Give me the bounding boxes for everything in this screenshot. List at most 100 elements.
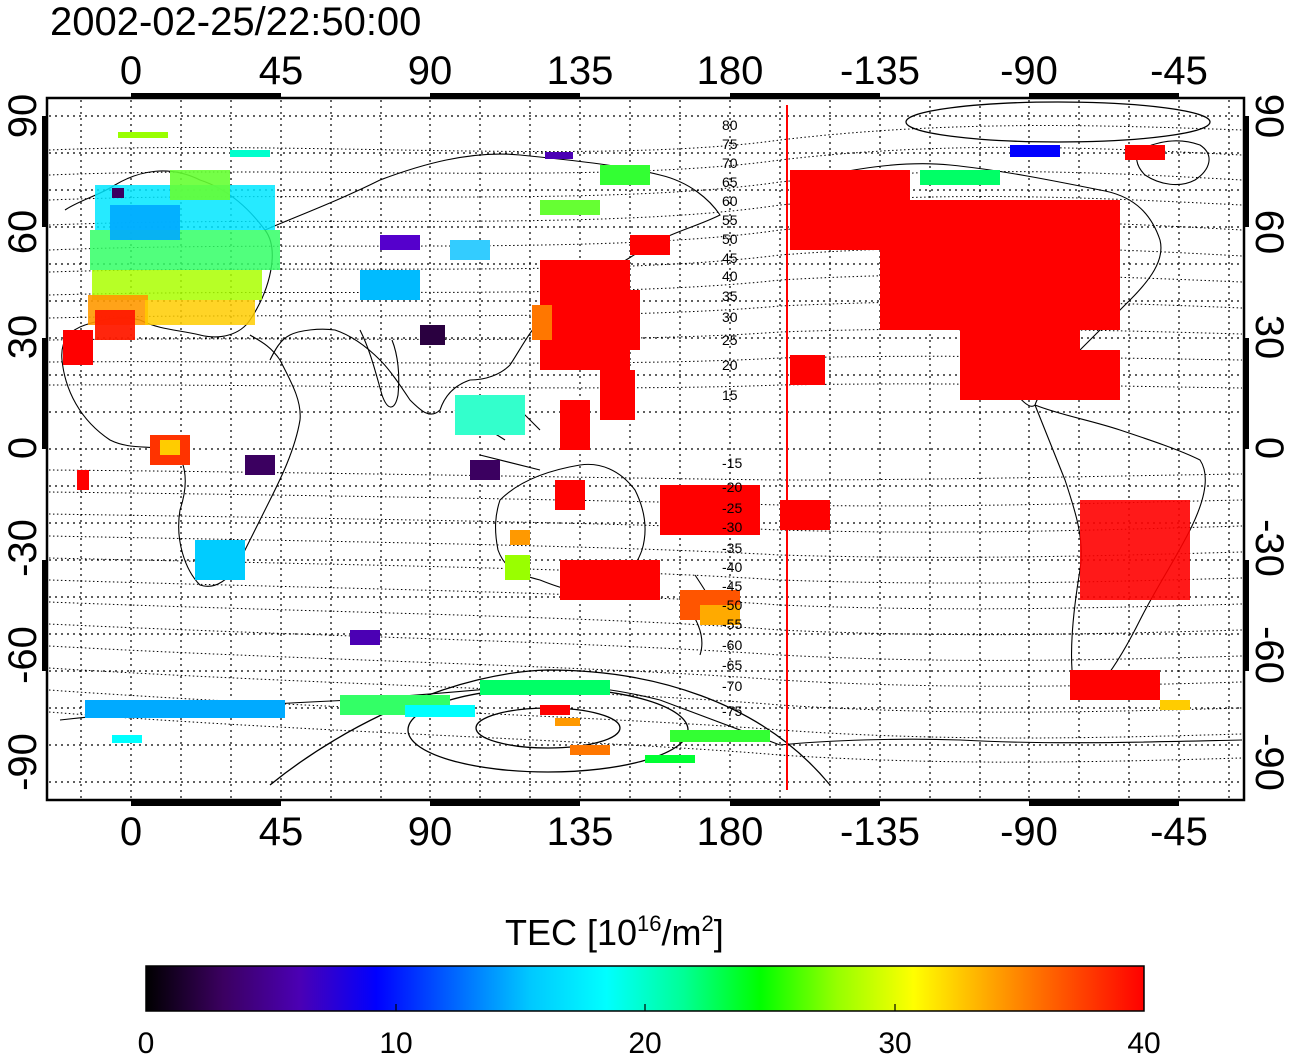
tec-patch [470, 460, 500, 480]
right-lat-label: -90 [1247, 733, 1291, 791]
colorbar-title-close: ] [714, 912, 724, 953]
tec-patch [1080, 350, 1120, 400]
colorbar-tick-label: 10 [379, 1027, 412, 1057]
tec-patch [405, 705, 475, 717]
contour-label: -55 [722, 616, 742, 632]
bottom-lon-label: -90 [1000, 810, 1058, 854]
tec-patch [700, 605, 740, 625]
tec-patch [660, 485, 760, 535]
colorbar-tick-label: 30 [878, 1027, 911, 1057]
top-lon-label: 0 [120, 49, 142, 93]
contour-label: 75 [722, 136, 738, 152]
tec-patch [145, 300, 255, 325]
contour-labels-north: 80 75 70 65 60 55 50 45 40 35 30 25 20 1… [722, 117, 738, 403]
antarctica-outline [59, 684, 1243, 746]
tec-patch [630, 235, 670, 255]
tec-patch [780, 500, 830, 530]
tec-patch [455, 395, 525, 435]
bottom-lon-label: 90 [408, 810, 453, 854]
left-lat-label: 0 [1, 437, 45, 459]
tec-patch [195, 540, 245, 580]
top-lon-label: 45 [259, 49, 304, 93]
tec-patch [230, 150, 270, 157]
contour-label: -15 [722, 455, 742, 471]
tec-patch [77, 470, 89, 490]
colorbar-tick-label: 0 [138, 1027, 155, 1057]
contour-label: -70 [722, 678, 742, 694]
left-lat-label: 30 [1, 315, 45, 360]
tec-patch [160, 440, 180, 455]
tec-patch [790, 355, 825, 385]
contour-label: 30 [722, 309, 738, 325]
left-latitude-labels: 90 60 30 0 -30 -60 -90 [1, 94, 45, 791]
bottom-lon-label: -135 [840, 810, 920, 854]
map-plot-area: 80 75 70 65 60 55 50 45 40 35 30 25 20 1… [42, 93, 1249, 806]
right-lat-label: 90 [1247, 94, 1291, 139]
bottom-lon-label: 0 [120, 810, 142, 854]
tec-patch [63, 330, 93, 365]
left-lat-label: 60 [1, 210, 45, 255]
contour-label: -75 [722, 703, 742, 719]
contour-label: 65 [722, 174, 738, 190]
contour-label: 80 [722, 117, 738, 133]
indian-peninsula [359, 329, 400, 408]
tec-patch [110, 205, 180, 240]
colorbar-tick-label: 40 [1127, 1027, 1160, 1057]
contour-label: 20 [722, 357, 738, 373]
contour-label: 50 [722, 231, 738, 247]
greenland-outline [1136, 140, 1210, 186]
colorbar-title-unit: /m [662, 912, 702, 953]
tec-patch [170, 170, 230, 200]
right-latitude-labels: 90 60 30 0 -30 -60 -90 [1247, 94, 1291, 791]
tec-patch [450, 240, 490, 260]
tec-patch [670, 730, 770, 742]
colorbar-tick-label: 20 [628, 1027, 661, 1057]
tec-patch [95, 310, 135, 340]
contour-label: 25 [722, 332, 738, 348]
tec-patch [245, 455, 275, 475]
colorbar-title: TEC [1016/m2] [505, 911, 724, 953]
contour-label: 40 [722, 268, 738, 284]
tec-patch [1070, 670, 1160, 700]
tec-patch [555, 480, 585, 510]
tec-patch [360, 270, 420, 300]
tec-patch [85, 700, 285, 718]
tec-patch [350, 630, 380, 645]
contour-label: 70 [722, 155, 738, 171]
contour-label: 55 [722, 212, 738, 228]
bottom-lon-label: 45 [259, 810, 304, 854]
tec-patch [560, 560, 660, 600]
tec-patch [920, 170, 1000, 185]
tec-patch [112, 188, 124, 198]
left-lat-label: -30 [1, 519, 45, 577]
south-america-outline [1034, 404, 1206, 695]
top-lon-label: -45 [1150, 49, 1208, 93]
contour-label: 60 [722, 193, 738, 209]
right-lat-label: 60 [1247, 210, 1291, 255]
contour-label: -45 [722, 578, 742, 594]
top-longitude-labels: 0 45 90 135 180 -135 -90 -45 [120, 49, 1208, 93]
left-lat-label: -60 [1, 626, 45, 684]
left-lat-label: 90 [1, 94, 45, 139]
colorbar: TEC [1016/m2] 0 10 20 30 40 [138, 911, 1161, 1057]
tec-patch [420, 325, 445, 345]
colorbar-title-unit-exp: 2 [702, 911, 714, 936]
left-lat-label: -90 [1, 733, 45, 791]
tec-patch [560, 400, 590, 450]
top-lon-label: -90 [1000, 49, 1058, 93]
contour-label: 35 [722, 288, 738, 304]
tec-patch [540, 705, 570, 715]
top-lon-label: -135 [840, 49, 920, 93]
tec-patch [555, 718, 580, 726]
tec-patch [570, 745, 610, 755]
tec-patch [880, 200, 1120, 330]
contour-label: -20 [722, 479, 742, 495]
frame-ticks [42, 93, 1249, 806]
map-title: 2002-02-25/22:50:00 [50, 0, 421, 44]
right-lat-label: 0 [1247, 437, 1291, 459]
right-lat-label: -60 [1247, 626, 1291, 684]
tec-patch [960, 320, 1080, 400]
colorbar-title-exp: 16 [637, 911, 661, 936]
bottom-longitude-labels: 0 45 90 135 180 -135 -90 -45 [120, 810, 1208, 854]
